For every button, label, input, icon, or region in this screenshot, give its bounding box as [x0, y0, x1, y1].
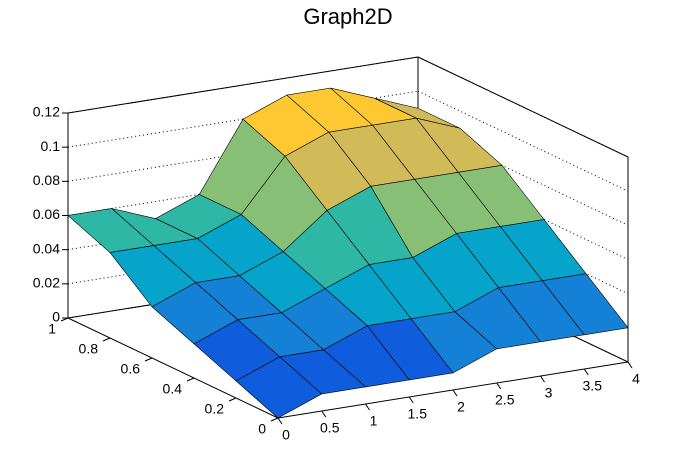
y-tick-label: 0.6	[121, 361, 141, 377]
x-tick-label: 1	[370, 413, 378, 429]
x-tick	[321, 410, 327, 418]
x-tick-label: 3.5	[583, 378, 603, 394]
y-tick	[102, 337, 111, 342]
box-edge	[67, 317, 279, 419]
y-tick-label: 0.8	[79, 341, 99, 357]
z-tick-label: 0.06	[33, 206, 60, 222]
y-tick	[186, 377, 195, 382]
y-tick	[270, 417, 279, 422]
x-tick	[627, 361, 633, 369]
x-tick-label: 2.5	[495, 392, 515, 408]
y-tick	[144, 357, 153, 362]
y-tick-label: 0.4	[163, 381, 183, 397]
x-tick	[452, 389, 458, 397]
y-tick-label: 0	[258, 421, 266, 437]
x-tick-label: 4	[632, 371, 640, 387]
grid-line	[417, 124, 629, 226]
z-tick-label: 0.02	[33, 275, 60, 291]
x-tick	[496, 382, 502, 390]
x-tick-label: 2	[457, 399, 465, 415]
x-tick-label: 0	[282, 427, 290, 443]
x-tick	[408, 396, 414, 404]
chart-title: Graph2D	[303, 4, 392, 29]
z-tick-label: 0	[52, 309, 60, 325]
z-tick-label: 0.12	[33, 104, 60, 120]
x-tick	[583, 368, 589, 376]
x-tick-label: 1.5	[408, 406, 428, 422]
surface-patch	[235, 356, 323, 419]
x-tick	[277, 417, 283, 425]
y-tick-label: 0.2	[205, 401, 225, 417]
y-tick-label: 1	[48, 321, 56, 337]
x-tick	[540, 375, 545, 383]
x-tick	[365, 403, 370, 411]
grid-line	[417, 56, 629, 158]
grid-line	[417, 90, 629, 192]
box-edge	[67, 56, 419, 114]
y-tick	[60, 317, 69, 322]
z-tick-label: 0.08	[33, 172, 60, 188]
x-tick-label: 3	[545, 385, 553, 401]
y-tick	[228, 397, 237, 402]
z-tick-label: 0.04	[33, 240, 60, 256]
x-tick-label: 0.5	[320, 420, 340, 436]
z-tick-label: 0.1	[41, 138, 61, 154]
